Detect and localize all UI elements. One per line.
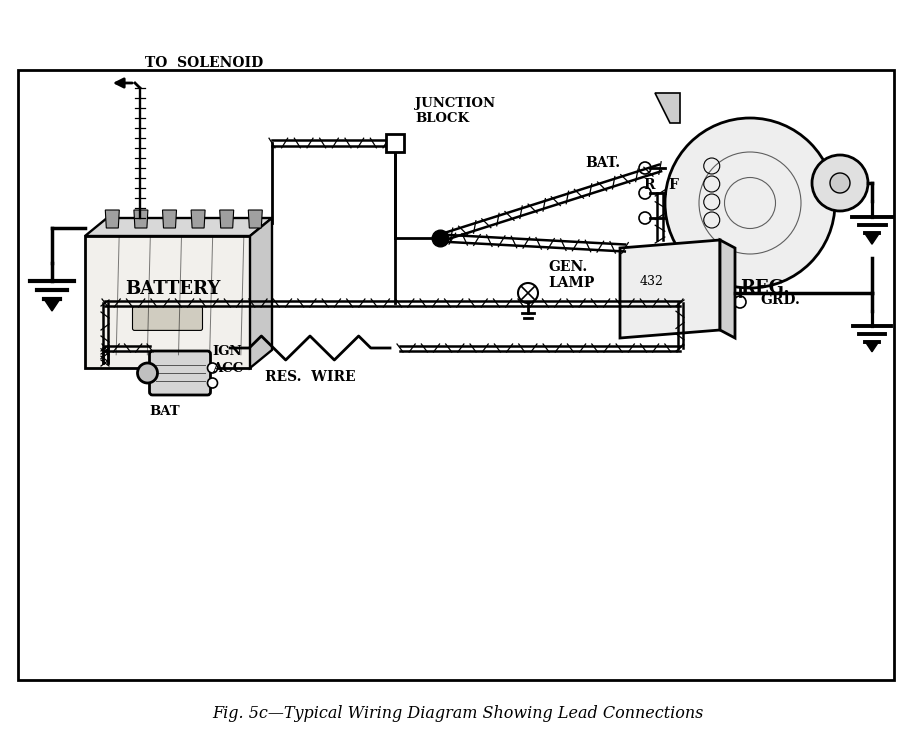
FancyBboxPatch shape — [132, 306, 203, 331]
Polygon shape — [105, 210, 119, 228]
Polygon shape — [134, 210, 148, 228]
Polygon shape — [191, 210, 205, 228]
Text: JUNCTION
BLOCK: JUNCTION BLOCK — [415, 97, 495, 125]
Text: Fig. 5c—Typical Wiring Diagram Showing Lead Connections: Fig. 5c—Typical Wiring Diagram Showing L… — [213, 705, 703, 722]
Circle shape — [639, 162, 651, 174]
Circle shape — [138, 363, 158, 383]
Text: TO  SOLENOID: TO SOLENOID — [145, 56, 263, 70]
Text: 432: 432 — [640, 275, 664, 288]
Bar — [386, 134, 404, 152]
Polygon shape — [249, 210, 262, 228]
Text: BATTERY: BATTERY — [125, 280, 220, 298]
Text: BAT: BAT — [149, 404, 181, 418]
Polygon shape — [620, 240, 720, 338]
Text: ACC: ACC — [212, 362, 243, 374]
Text: GEN.
LAMP: GEN. LAMP — [548, 260, 594, 290]
Polygon shape — [865, 233, 879, 244]
Circle shape — [639, 187, 651, 199]
Text: RES.  WIRE: RES. WIRE — [265, 370, 355, 384]
Circle shape — [734, 296, 746, 308]
Text: IGN: IGN — [212, 345, 241, 357]
FancyBboxPatch shape — [149, 351, 211, 395]
Polygon shape — [655, 93, 680, 123]
Bar — [18, 70, 894, 680]
Polygon shape — [720, 240, 735, 338]
Circle shape — [812, 155, 868, 211]
Text: R: R — [644, 178, 655, 192]
Circle shape — [665, 118, 835, 288]
Text: GRD.: GRD. — [760, 293, 800, 307]
Circle shape — [518, 283, 538, 303]
Circle shape — [207, 378, 217, 388]
Polygon shape — [220, 210, 234, 228]
Circle shape — [639, 212, 651, 224]
Polygon shape — [85, 218, 272, 236]
Polygon shape — [866, 342, 878, 352]
Polygon shape — [250, 218, 272, 368]
Polygon shape — [44, 299, 60, 311]
Bar — [85, 236, 250, 368]
Polygon shape — [162, 210, 176, 228]
Text: BAT.: BAT. — [585, 156, 620, 170]
Circle shape — [207, 363, 217, 373]
Text: F: F — [668, 178, 678, 192]
Circle shape — [830, 173, 850, 193]
Text: REG.: REG. — [740, 279, 790, 297]
